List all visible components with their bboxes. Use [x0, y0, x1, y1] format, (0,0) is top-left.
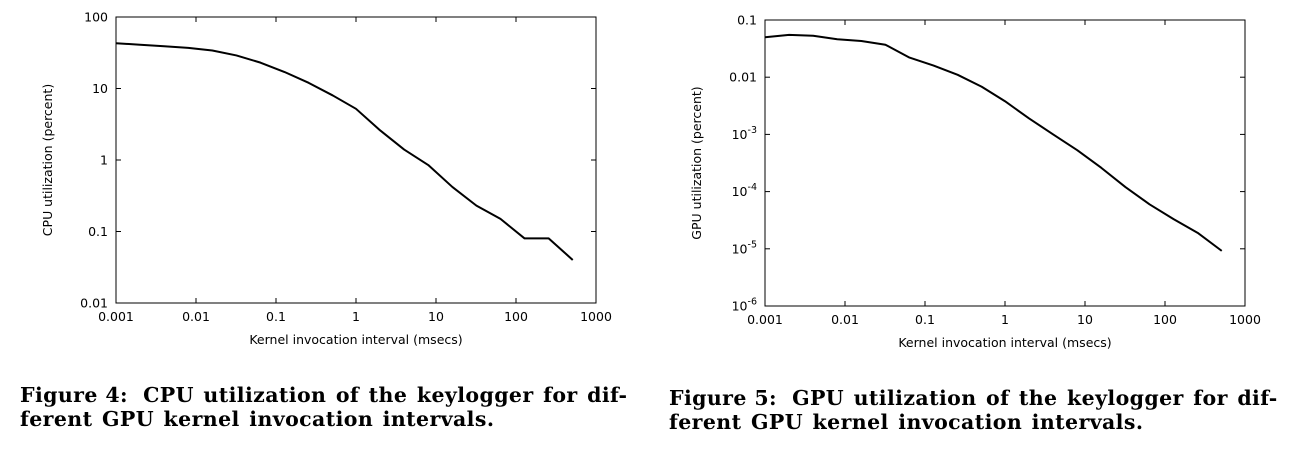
figure-5-caption-line2: ferent GPU kernel invocation intervals.: [669, 410, 1144, 434]
chart2-y-tick-label: 0.01: [729, 70, 757, 85]
chart2-y-axis-title: GPU utilization (percent): [689, 86, 704, 239]
chart1-x-tick-label: 0.1: [266, 309, 286, 324]
chart2-y-tick-label-exp: -4: [748, 182, 757, 193]
chart2-y-tick-label-base: 10: [732, 184, 748, 199]
chart2-x-tick-label: 0.1: [915, 312, 935, 327]
chart1-x-tick-label: 100: [504, 309, 528, 324]
figure-4-caption-line1: CPU utilization of the keylogger for dif…: [143, 383, 628, 407]
chart1-y-tick-label: 0.1: [88, 224, 108, 239]
chart2-x-tick-label: 0.001: [747, 312, 783, 327]
figure-4-caption-line2: ferent GPU kernel invocation intervals.: [20, 407, 495, 431]
chart1-y-tick-label: 0.01: [80, 296, 108, 311]
chart1-y-tick-label: 1: [100, 153, 108, 168]
chart1-x-tick-label: 0.01: [182, 309, 210, 324]
chart2-y-tick-label: 10-5: [732, 239, 757, 256]
chart2-y-tick-label: 0.1: [737, 13, 757, 28]
chart2-x-tick-label: 100: [1153, 312, 1177, 327]
figure-5-caption-label: Figure 5:: [669, 386, 777, 410]
chart2-x-axis-title: Kernel invocation interval (msecs): [898, 335, 1111, 350]
chart2-x-tick-label: 1: [1001, 312, 1009, 327]
figure-4-chart: 0.001 0.01 0.1 1 10 100 10000.010.1110100Kerne…: [40, 10, 612, 348]
chart2-y-tick-label-base: 10: [732, 299, 748, 314]
figure-5-caption-line1: GPU utilization of the keylogger for dif…: [792, 386, 1278, 410]
chart2-plot-frame: [764, 19, 1246, 307]
chart1-x-tick-label: 10: [428, 309, 444, 324]
chart2-y-tick-label: 10-4: [732, 182, 757, 199]
figure-5-caption: Figure 5: GPU utilization of the keylogg…: [669, 386, 1278, 434]
chart1-y-tick-label: 10: [92, 81, 108, 96]
chart2-y-tick-label: 10-6: [732, 297, 757, 314]
chart1-plot-frame: [115, 16, 597, 304]
chart2-x-tick-label: 10: [1077, 312, 1093, 327]
chart1-y-tick-label: 100: [84, 10, 108, 25]
chart2-x-tick-label: 1000: [1229, 312, 1261, 327]
chart2-y-tick-label-base: 10: [732, 127, 748, 142]
chart1-x-tick-label: 0.001: [98, 309, 134, 324]
chart1-series-line-1: [115, 42, 574, 261]
figure-4-caption: Figure 4: CPU utilization of the keylogg…: [20, 383, 627, 431]
figure-4-caption-label: Figure 4:: [20, 383, 128, 407]
chart2-y-tick-label-exp: -6: [748, 297, 757, 308]
chart2-y-tick-label-base: 10: [732, 241, 748, 256]
chart2-y-tick-label-exp: -3: [748, 125, 757, 136]
chart1-x-axis-title: Kernel invocation interval (msecs): [249, 332, 462, 347]
chart2-series-line-1: [764, 33, 1223, 252]
chart1-y-axis-title: CPU utilization (percent): [40, 84, 55, 236]
chart1-x-tick-label: 1000: [580, 309, 612, 324]
chart1-x-tick-label: 1: [352, 309, 360, 324]
chart2-y-tick-label-exp: -5: [748, 239, 757, 250]
chart2-x-tick-label: 0.01: [831, 312, 859, 327]
chart2-y-tick-label: 10-3: [732, 125, 757, 142]
